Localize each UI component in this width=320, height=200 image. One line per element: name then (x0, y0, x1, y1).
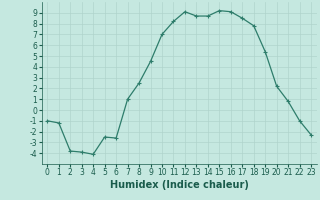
X-axis label: Humidex (Indice chaleur): Humidex (Indice chaleur) (110, 180, 249, 190)
